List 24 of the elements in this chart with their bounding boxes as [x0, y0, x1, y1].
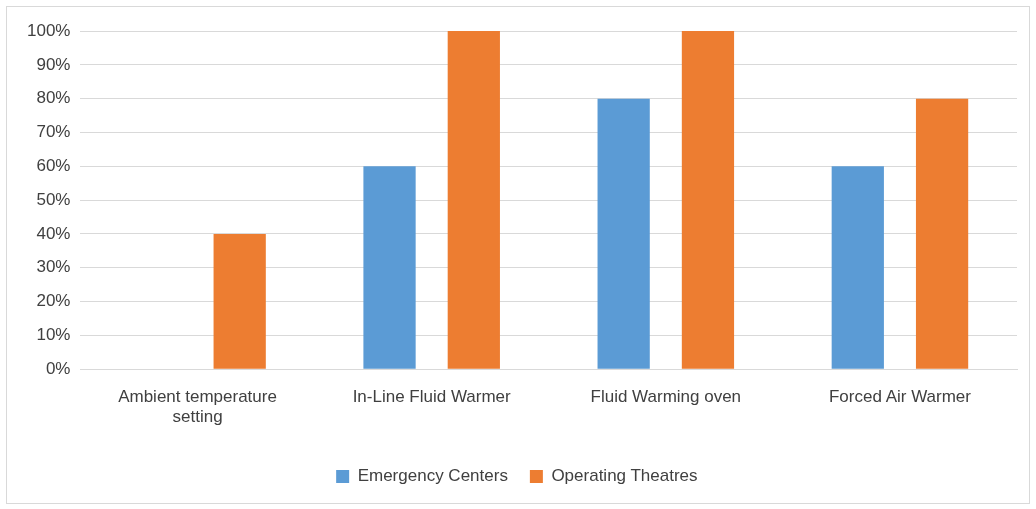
y-tick-label: 40%	[36, 223, 71, 243]
y-tick-label: 30%	[36, 257, 71, 277]
y-tick-label: 20%	[36, 291, 71, 311]
y-tick-label: 50%	[36, 189, 71, 209]
y-tick-label: 90%	[36, 54, 71, 74]
bar	[447, 31, 500, 369]
bar	[213, 233, 266, 369]
bar	[915, 98, 969, 369]
x-tick-label: In-Line Fluid Warmer	[352, 387, 512, 407]
y-tick-label: 100%	[27, 20, 71, 40]
bar	[363, 166, 416, 369]
y-tick-label: 80%	[36, 88, 71, 108]
y-tick-label: 70%	[36, 122, 71, 142]
y-tick-label: 60%	[36, 155, 71, 175]
x-tick-label: Forced Air Warmer	[828, 387, 972, 407]
bar	[681, 31, 735, 369]
y-tick-label: 10%	[36, 325, 71, 345]
legend-label: Emergency Centers	[357, 466, 508, 486]
y-tick-label: 0%	[45, 358, 71, 378]
x-tick-label: Fluid Warming oven	[590, 387, 742, 407]
x-tick-label: Ambient temperature setting	[118, 387, 277, 427]
legend-label: Operating Theatres	[551, 466, 698, 486]
bar	[597, 98, 650, 369]
bar	[831, 166, 884, 369]
